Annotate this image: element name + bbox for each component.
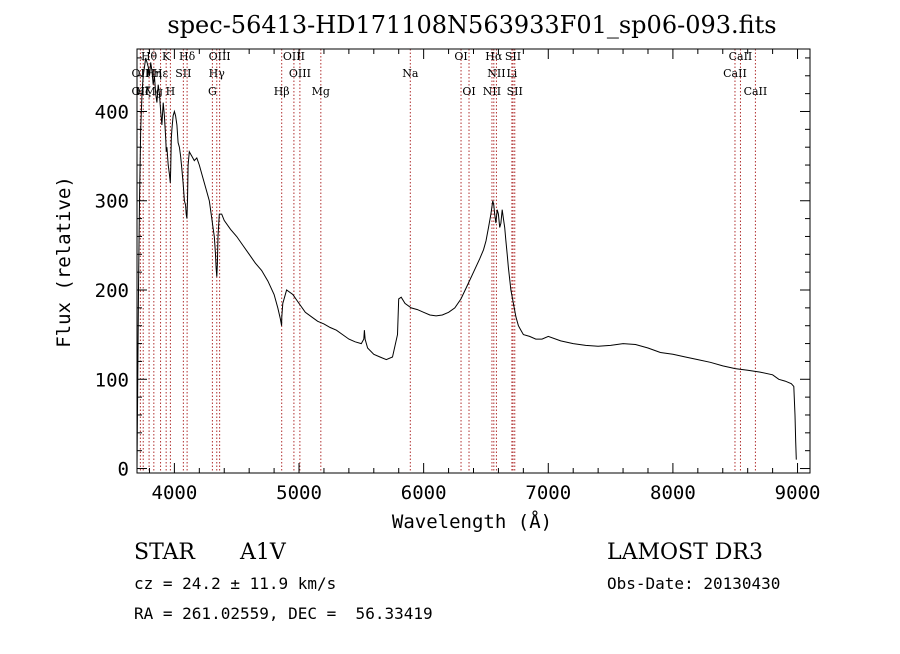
survey-name: LAMOST DR3: [607, 540, 763, 565]
line-marker-label: CaII: [723, 67, 747, 80]
x-tick-label: 7000: [525, 482, 571, 504]
line-marker-label: Li: [506, 67, 517, 80]
x-tick-label: 5000: [276, 482, 322, 504]
line-marker-label: CaII: [729, 50, 753, 63]
plot-frame: [136, 48, 811, 474]
x-tick-label: 6000: [401, 482, 447, 504]
redshift-velocity: cz = 24.2 ± 11.9 km/s: [134, 574, 337, 593]
line-marker-label: Mg: [312, 85, 330, 98]
line-marker-label: OIII: [289, 67, 311, 80]
line-markers: [139, 49, 756, 473]
line-marker-label: Hα: [485, 50, 503, 63]
line-marker-label: NII: [483, 85, 501, 98]
line-marker-label: OII: [132, 85, 150, 98]
spectrum-line: [136, 57, 797, 469]
line-marker-label: Mg: [145, 85, 163, 98]
x-tick-label: 8000: [650, 482, 696, 504]
x-axis-ticks: 4000 5000 6000 7000 8000 9000: [148, 49, 821, 504]
line-marker-label: K: [162, 50, 171, 63]
y-axis-ticks: 0 100 200 300 400: [95, 57, 810, 481]
line-marker-label: SII: [175, 67, 191, 80]
line-marker-label: G: [208, 85, 217, 98]
object-type: STAR: [134, 540, 195, 565]
line-marker-label: Hε: [153, 67, 169, 80]
y-tick-label: 400: [95, 101, 129, 123]
line-marker-label: OIII: [283, 50, 305, 63]
line-marker-label: OI: [454, 50, 467, 63]
line-marker-label: SII: [505, 50, 521, 63]
line-marker-label: Na: [402, 67, 419, 80]
x-tick-label: 9000: [775, 482, 821, 504]
line-marker-label: Hγ: [209, 67, 226, 80]
y-tick-label: 0: [118, 459, 129, 481]
line-marker-label: OII: [132, 67, 150, 80]
line-marker-label: Hζ: [135, 85, 151, 98]
line-marker-label: H: [166, 85, 176, 98]
y-tick-label: 200: [95, 280, 129, 302]
line-marker-label: OIII: [209, 50, 231, 63]
chart-title: spec-56413-HD171108N563933F01_sp06-093.f…: [167, 11, 776, 39]
x-tick-label: 4000: [152, 482, 198, 504]
line-marker-label: SII: [507, 85, 523, 98]
y-axis-label: Flux (relative): [53, 176, 75, 348]
observation-date: Obs-Date: 20130430: [607, 574, 781, 593]
coordinates: RA = 261.02559, DEC = 56.33419: [134, 604, 433, 623]
y-tick-label: 100: [95, 369, 129, 391]
line-marker-label: NII: [487, 67, 505, 80]
line-marker-label: Hβ: [274, 85, 290, 98]
line-marker-label: CaII: [744, 85, 768, 98]
y-tick-label: 300: [95, 191, 129, 213]
spectral-class: A1V: [240, 540, 286, 565]
line-marker-label: Hδ: [179, 50, 196, 63]
x-axis-label: Wavelength (Å): [392, 510, 552, 533]
line-marker-label: OI: [462, 85, 475, 98]
